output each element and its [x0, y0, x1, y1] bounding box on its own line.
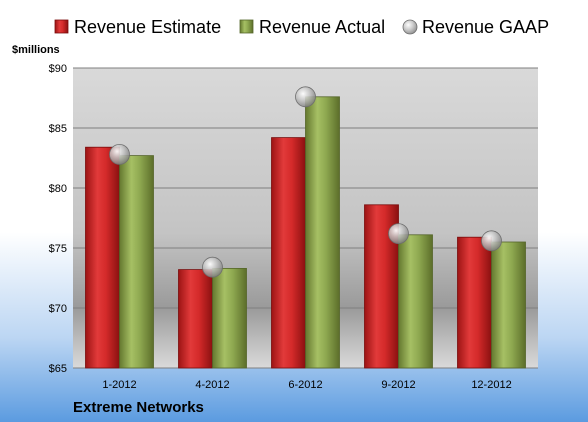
marker-revenue-gaap: [109, 143, 130, 165]
legend-swatch-actual: [239, 19, 254, 34]
x-tick-label: 9-2012: [381, 379, 415, 391]
y-tick-label: $65: [49, 363, 67, 375]
gaap-markers: [109, 86, 502, 278]
legend-label: Revenue Estimate: [74, 17, 221, 37]
legend-label: Revenue Actual: [259, 17, 385, 37]
x-tick-label: 1-2012: [102, 379, 136, 391]
bar-revenue-actual: [398, 234, 433, 369]
y-tick-label: $85: [49, 123, 67, 135]
legend: Revenue Estimate Revenue Actual Revenue GA…: [54, 17, 549, 37]
y-axis-ticks: $65 $70 $75 $80 $85 $90: [49, 63, 67, 375]
company-name: Extreme Networks: [73, 399, 204, 416]
y-tick-label: $80: [49, 183, 67, 195]
legend-swatch-estimate: [54, 19, 69, 34]
bar-revenue-estimate: [271, 137, 306, 369]
x-axis-ticks: 1-2012 4-2012 6-2012 9-2012 12-2012: [102, 379, 511, 391]
marker-revenue-gaap: [295, 86, 316, 108]
bar-revenue-actual: [491, 241, 526, 369]
marker-revenue-gaap: [481, 230, 502, 252]
marker-revenue-gaap: [388, 223, 409, 245]
bar-revenue-actual: [212, 267, 247, 369]
bar-revenue-estimate: [85, 146, 120, 369]
legend-swatch-gaap: [402, 19, 418, 35]
bar-revenue-actual: [119, 155, 154, 369]
marker-revenue-gaap: [202, 256, 223, 278]
bar-revenue-estimate: [178, 269, 213, 369]
bar-revenue-estimate: [457, 236, 492, 369]
legend-label: Revenue GAAP: [422, 17, 549, 37]
x-tick-label: 6-2012: [288, 379, 322, 391]
y-tick-label: $90: [49, 63, 67, 75]
unit-label: $millions: [12, 44, 60, 56]
bar-revenue-actual: [305, 96, 340, 369]
y-tick-label: $70: [49, 303, 67, 315]
bars: [85, 96, 526, 369]
x-tick-label: 4-2012: [195, 379, 229, 391]
y-tick-label: $75: [49, 243, 67, 255]
x-tick-label: 12-2012: [471, 379, 511, 391]
